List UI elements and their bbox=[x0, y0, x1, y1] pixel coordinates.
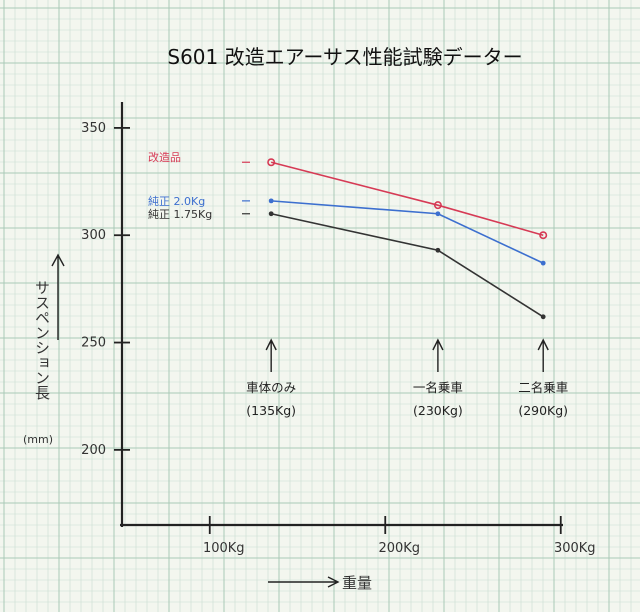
series-group bbox=[267, 158, 548, 320]
x-axis-arrow bbox=[268, 576, 340, 588]
annotation-weight-2: (230Kg) bbox=[413, 403, 463, 418]
y-tick-label: 350 bbox=[81, 121, 106, 136]
y-tick-label: 200 bbox=[81, 443, 106, 458]
y-axis-label: サスペンション長 bbox=[33, 280, 51, 400]
data-point bbox=[433, 201, 442, 210]
data-point bbox=[539, 231, 548, 240]
annotation-label-1: 車体のみ bbox=[246, 380, 296, 395]
data-point bbox=[267, 158, 276, 167]
x-axis-label: 重量 bbox=[342, 574, 372, 592]
x-tick-label: 200Kg bbox=[378, 541, 420, 556]
annotation-arrow bbox=[265, 338, 277, 372]
legend-label-2: 純正 2.0Kg bbox=[148, 195, 205, 208]
data-point bbox=[268, 211, 274, 217]
annotation-weight-3: (290Kg) bbox=[518, 403, 568, 418]
data-point bbox=[435, 211, 441, 217]
annotations-group: 車体のみ (135Kg) 一名乗車 (230Kg) 二名乗車 (290Kg) bbox=[246, 338, 568, 418]
y-tick-label: 300 bbox=[81, 228, 106, 243]
data-point bbox=[540, 260, 546, 266]
data-point bbox=[268, 198, 274, 204]
series-line-1 bbox=[270, 161, 544, 236]
annotation-arrow bbox=[537, 338, 549, 372]
y-ticks: 200 250 300 350 bbox=[81, 121, 130, 458]
x-axis-label-group: 重量 bbox=[268, 574, 372, 592]
annotation-weight-1: (135Kg) bbox=[246, 403, 296, 418]
y-axis-unit: (mm) bbox=[23, 433, 53, 446]
x-tick-label: 100Kg bbox=[203, 541, 245, 556]
x-ticks: 100Kg 200Kg 300Kg bbox=[203, 516, 596, 556]
legend-label-1: 改造品 bbox=[148, 150, 181, 164]
annotation-label-2: 一名乗車 bbox=[413, 380, 463, 395]
annotation-label-3: 二名乗車 bbox=[518, 380, 568, 395]
legend-label-3: 純正 1.75Kg bbox=[148, 208, 212, 221]
x-tick-label: 300Kg bbox=[554, 541, 596, 556]
y-axis-label-group: サスペンション長 (mm) bbox=[23, 253, 65, 446]
y-axis-arrow bbox=[51, 253, 65, 340]
data-point bbox=[435, 247, 441, 253]
data-point bbox=[540, 314, 546, 320]
y-tick-label: 250 bbox=[81, 336, 106, 351]
chart-title: S601 改造エアーサス性能試験データー bbox=[167, 45, 522, 69]
annotation-arrow bbox=[432, 338, 444, 372]
